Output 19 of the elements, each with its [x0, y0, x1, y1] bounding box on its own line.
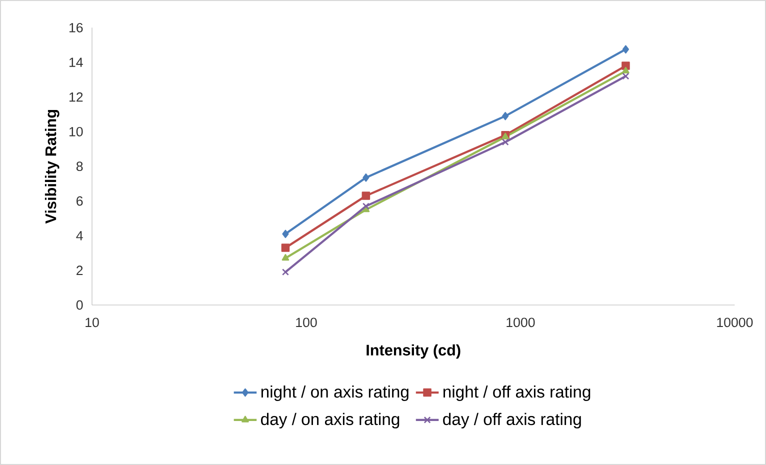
- y-tick-label: 8: [76, 162, 83, 172]
- y-tick-label: 6: [76, 196, 83, 206]
- legend-label: night / off axis rating: [444, 385, 590, 402]
- y-tick-label: 0: [76, 300, 83, 310]
- x-tick-label: 100: [296, 318, 317, 328]
- x-tick-label: 10000: [717, 318, 753, 328]
- y-tick-label: 12: [69, 92, 83, 102]
- legend-label: night / on axis rating: [261, 385, 408, 402]
- y-axis-title: Visibility Rating: [44, 110, 60, 224]
- legend-label: day / off axis rating: [443, 412, 581, 428]
- legend-label: day / on axis rating: [261, 412, 400, 428]
- y-tick-label: 2: [76, 266, 83, 275]
- x-tick-label: 1000: [506, 318, 535, 328]
- y-tick-label: 10: [69, 126, 83, 136]
- y-tick-label: 14: [69, 58, 83, 67]
- y-tick-label: 16: [69, 22, 83, 32]
- x-tick-label: 10: [86, 318, 99, 328]
- x-axis-title: Intensity (cd): [366, 344, 460, 359]
- y-tick-label: 4: [76, 231, 83, 240]
